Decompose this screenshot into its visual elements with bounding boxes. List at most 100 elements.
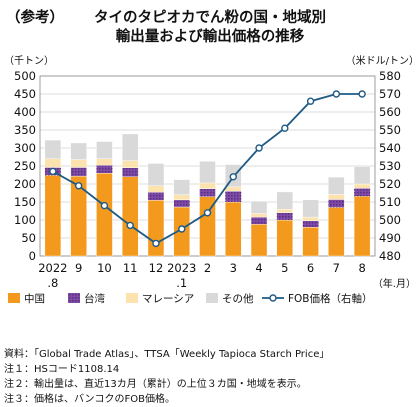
- x-tick-label: .1: [176, 276, 187, 290]
- x-tick-label: 3: [230, 261, 237, 275]
- bar-segment: [328, 194, 345, 200]
- right-tick-label: 490: [379, 231, 401, 245]
- left-tick-label: 100: [14, 213, 36, 227]
- note-3: 注３：価格は、バンコクのFOB価格。: [4, 394, 175, 405]
- bar-segment: [199, 161, 216, 184]
- x-tick-label: 2023: [167, 261, 196, 275]
- bar-segment: [121, 176, 139, 257]
- fob-price-marker: [358, 90, 366, 98]
- bar-segment-texture: [276, 212, 293, 220]
- bar-segment-texture: [354, 188, 371, 197]
- bar-segment: [250, 213, 268, 218]
- bar-segment-texture: [302, 220, 319, 228]
- bar-segment-texture: [225, 191, 242, 202]
- bar-segment: [328, 176, 345, 195]
- bar-segment: [276, 191, 294, 210]
- bar-segment: [353, 196, 371, 257]
- right-tick-label: 540: [379, 141, 401, 155]
- note-source: 資料：「Global Trade Atlas」、TTSA「Weekly Tapi…: [4, 349, 330, 360]
- left-tick-label: 250: [14, 159, 36, 173]
- legend-label: 中国: [24, 292, 45, 305]
- fob-price-marker: [203, 209, 212, 217]
- fob-price-marker: [152, 239, 160, 248]
- x-tick-label: 12: [149, 261, 164, 275]
- legend-swatch-texture: [68, 293, 80, 303]
- left-tick-label: 50: [21, 231, 36, 245]
- bar-segment: [276, 208, 294, 213]
- fob-price-marker: [49, 167, 57, 176]
- x-axis-unit: （年.月）: [373, 277, 416, 290]
- right-tick-label: 530: [379, 159, 401, 173]
- right-tick-label: 570: [379, 87, 401, 101]
- bar-segment: [44, 175, 62, 257]
- bar-segment: [147, 199, 165, 257]
- x-tick-label: 4: [255, 261, 262, 275]
- bar-segment: [121, 160, 139, 169]
- legend-swatch: [126, 293, 138, 303]
- bar-segment: [44, 158, 62, 168]
- fob-price-marker: [74, 182, 83, 190]
- bar-segment: [353, 183, 371, 189]
- x-tick-label: 6: [307, 261, 314, 275]
- note-1: 注１：HSコード1108.14: [4, 364, 120, 375]
- fob-price-marker: [178, 225, 186, 233]
- x-tick-label: 11: [123, 261, 138, 275]
- legend-swatch: [8, 293, 20, 303]
- bar-segment: [302, 199, 319, 218]
- bar-segment: [70, 159, 87, 168]
- fob-price-marker: [255, 144, 263, 152]
- left-tick-label: 400: [14, 105, 36, 119]
- left-axis-unit: （千トン）: [4, 55, 54, 67]
- bar-segment: [173, 179, 190, 195]
- x-tick-label: 2: [204, 261, 211, 275]
- x-tick-label: .8: [47, 276, 58, 290]
- x-tick-label: 9: [75, 261, 82, 275]
- left-tick-label: 0: [29, 249, 36, 263]
- legend-label: マレーシア: [142, 293, 194, 305]
- bar-segment: [44, 139, 62, 160]
- bar-segment: [121, 133, 139, 161]
- right-tick-label: 520: [379, 177, 401, 191]
- bar-segment-texture: [96, 165, 113, 174]
- x-tick-label: 7: [333, 261, 340, 275]
- right-tick-label: 500: [379, 213, 401, 227]
- right-tick-label: 580: [379, 69, 401, 83]
- bar-segment: [96, 158, 113, 166]
- x-tick-label: 10: [97, 261, 112, 275]
- note-2: 注２：輸出量は、直近13カ月（累計）の上位３カ国・地域を表示。: [4, 379, 307, 390]
- bar-segment: [328, 207, 345, 257]
- bar-segment: [250, 201, 268, 214]
- x-tick-label: 5: [281, 261, 288, 275]
- bar-segment: [173, 194, 190, 201]
- fob-price-marker: [126, 221, 134, 230]
- bar-segment: [96, 172, 113, 257]
- left-tick-label: 450: [14, 87, 36, 101]
- bar-segment-texture: [328, 199, 345, 208]
- right-tick-label: 510: [379, 195, 401, 209]
- bar-segment-texture: [122, 167, 139, 177]
- bar-segment: [147, 163, 165, 186]
- x-tick-label: 8: [358, 261, 365, 275]
- left-tick-label: 200: [14, 177, 36, 191]
- bar-segment-texture: [147, 192, 164, 201]
- fob-price-marker: [229, 173, 237, 181]
- right-tick-label: 560: [379, 105, 401, 119]
- bar-segment: [276, 219, 294, 257]
- fob-price-marker: [306, 97, 315, 105]
- bar-segment: [302, 226, 319, 257]
- left-tick-label: 350: [14, 123, 36, 137]
- bar-segment: [353, 166, 371, 185]
- bar-segment: [70, 142, 87, 160]
- chart-title-line1: タイのタピオカでん粉の国・地域別: [94, 10, 326, 26]
- x-tick-label: 2022: [38, 261, 67, 275]
- legend-marker: [269, 294, 277, 302]
- fob-price-marker: [100, 201, 109, 210]
- bar-segment-texture: [70, 167, 87, 177]
- left-tick-label: 500: [14, 69, 36, 83]
- right-axis-unit: （米ドル/トン）: [346, 54, 419, 67]
- legend-label: 台湾: [84, 292, 105, 305]
- legend-label: FOB価格（右軸）: [288, 292, 373, 305]
- bar-segment-texture: [199, 188, 216, 197]
- bar-segment: [225, 186, 242, 192]
